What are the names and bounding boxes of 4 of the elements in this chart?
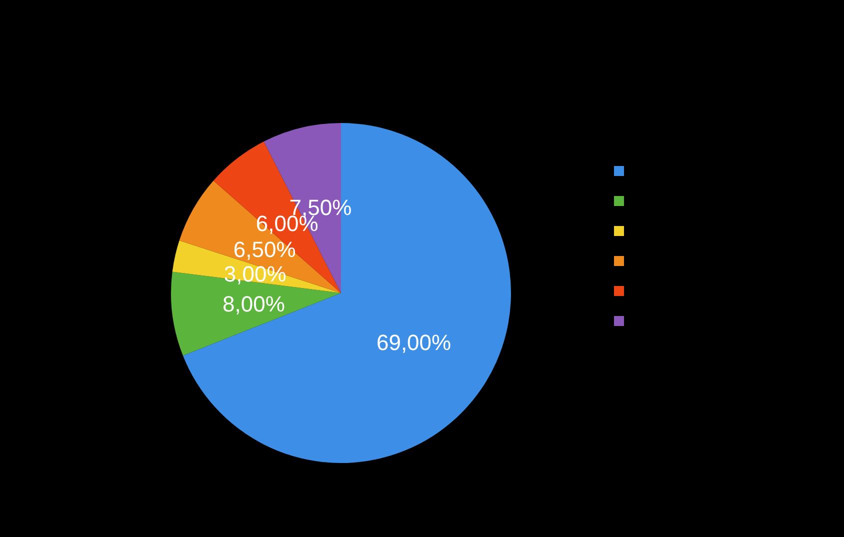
data-label: 3,00% [224, 261, 286, 286]
data-label: 8,00% [222, 292, 285, 317]
data-label: 6,50% [233, 236, 296, 262]
data-label: 69,00% [376, 330, 452, 355]
